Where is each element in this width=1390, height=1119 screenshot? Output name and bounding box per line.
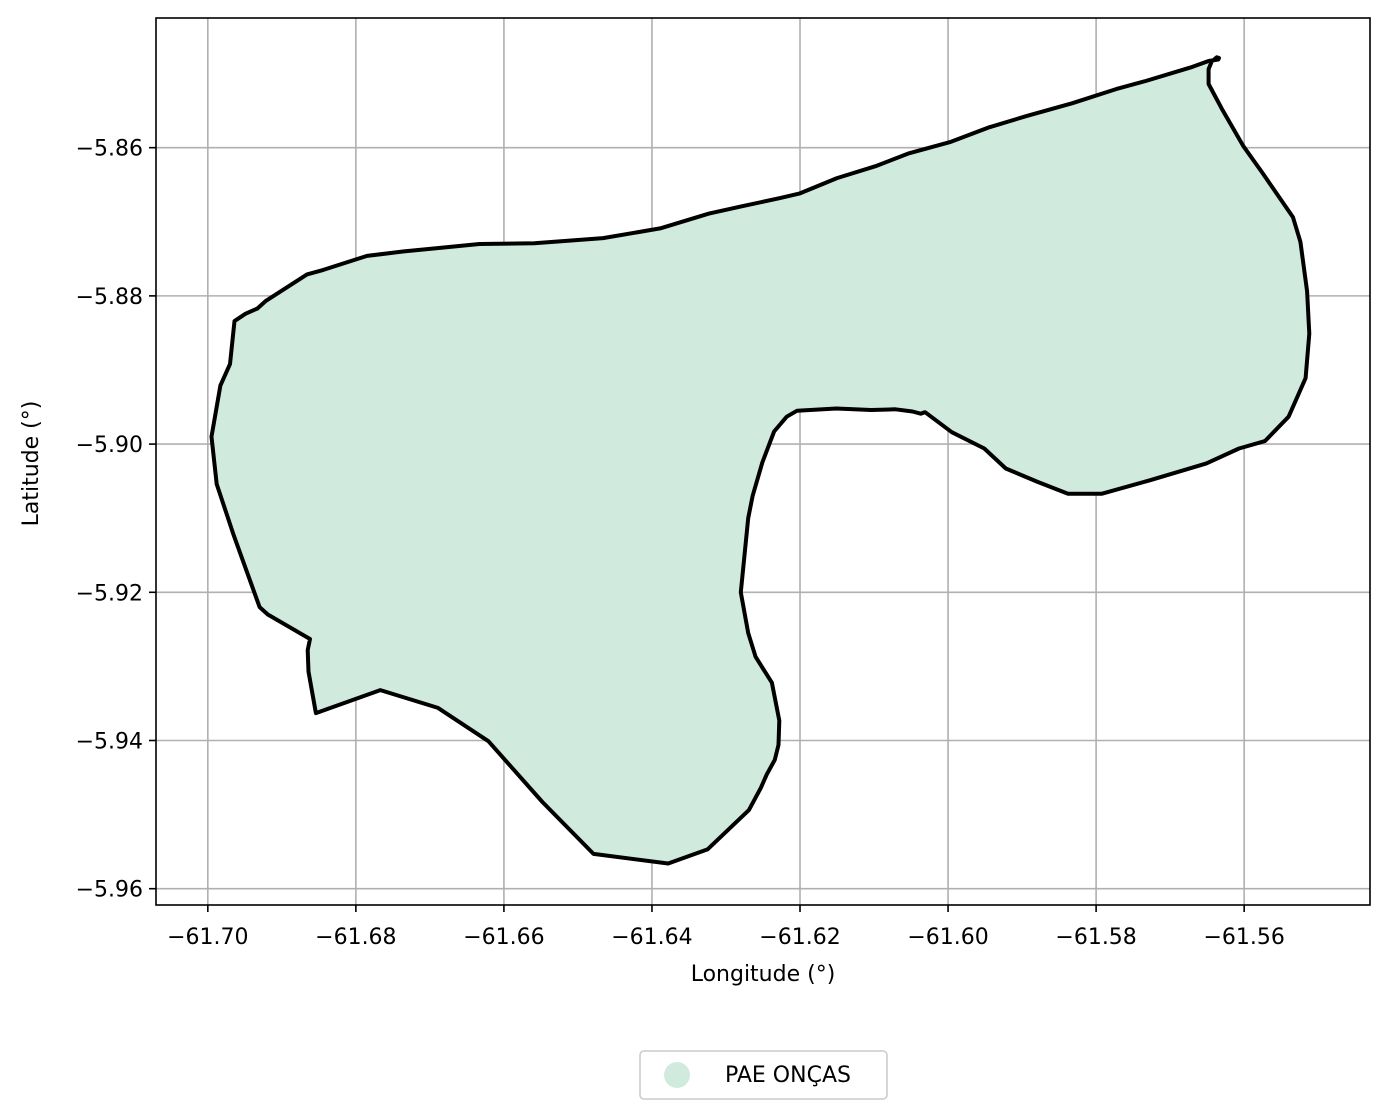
x-tick-label: −61.62 (759, 925, 840, 950)
y-tick-label: −5.88 (76, 285, 143, 310)
x-tick-label: −61.60 (907, 925, 988, 950)
x-tick-label: −61.56 (1203, 925, 1284, 950)
y-tick-label: −5.96 (76, 878, 143, 903)
y-tick-label: −5.86 (76, 137, 143, 162)
x-tick-label: −61.64 (611, 925, 692, 950)
x-tick-label: −61.68 (315, 925, 396, 950)
legend-box (639, 1050, 888, 1100)
y-tick-label: −5.92 (76, 581, 143, 606)
legend: PAE ONÇAS (639, 1050, 888, 1100)
y-tick-label: −5.94 (76, 729, 143, 754)
legend-label: PAE ONÇAS (725, 1063, 851, 1088)
x-tick-label: −61.66 (463, 925, 544, 950)
y-axis: −5.86 −5.88 −5.90 −5.92 −5.94 −5.96 (76, 137, 156, 903)
y-tick-label: −5.90 (76, 433, 143, 458)
plot-frame (155, 17, 1371, 906)
x-tick-label: −61.70 (167, 925, 248, 950)
x-tick-label: −61.58 (1055, 925, 1136, 950)
legend-marker (664, 1062, 690, 1088)
map-features (209, 55, 1312, 866)
feature-polygon (209, 55, 1312, 866)
x-axis: −61.70 −61.68 −61.66 −61.64 −61.62 −61.60 −61.… (167, 905, 1285, 950)
x-axis-title: Longitude (°) (691, 962, 836, 987)
y-axis-title: Latitude (°) (19, 401, 44, 527)
